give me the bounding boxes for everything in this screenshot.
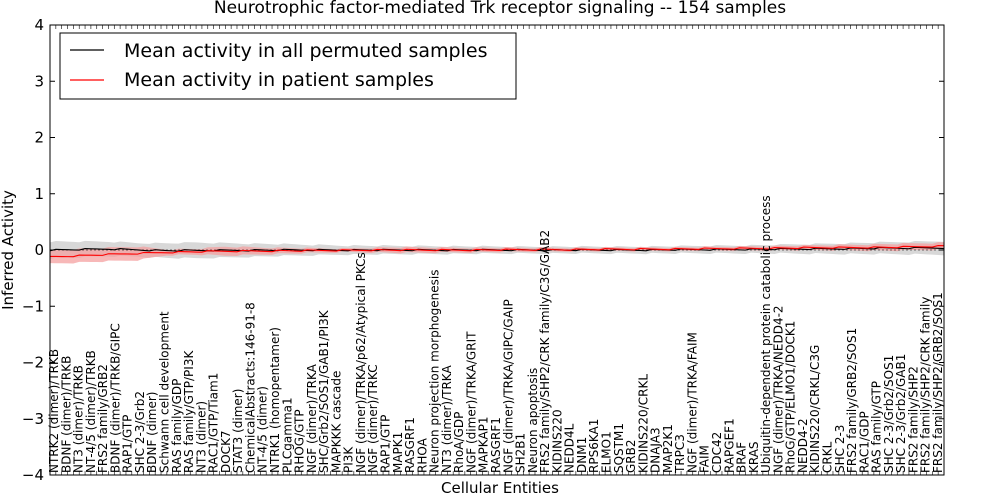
x-tick-label: DNM1 [575,437,589,473]
x-tick-label: RHOG/GTP [293,409,307,473]
legend: Mean activity in all permuted samples Me… [59,32,517,100]
x-tick-label: STAT3 (dimer) [231,389,245,473]
legend-label-patient: Mean activity in patient samples [124,69,434,91]
x-tick-label: NGF (dimer)/TRKA [305,363,319,473]
x-tick-label: Ubiquitin-dependent protein catabolic pr… [759,195,773,473]
x-tick-label: SHC 2-3 [833,425,847,473]
x-tick-label: PI3K [342,446,356,473]
y-tick-label: −2 [22,354,44,372]
plot-frame [49,24,945,476]
x-tick-label: NGF (dimer)/TRKC [366,364,380,473]
x-tick-label: PLCgamma1 [280,397,294,473]
y-tick-label: −1 [22,297,44,315]
x-tick-label: RhoG/GTP/ELMO1/DOCK1 [784,321,798,473]
x-tick-label: RAC1/GTP/Tiam1 [207,373,221,473]
x-tick-label: FRS2 family/SHP2 [906,366,920,473]
x-tick-label: FRS2 family/GRB2/SOS1 [845,328,859,473]
x-tick-label: RAS family/GTP/PI3K [182,350,196,473]
x-tick-label: NGF (dimer)/TRKA/GRIT [464,331,478,473]
x-tick-label: FRS2 family/SHP2/CRK family/C3G/GAB2 [538,230,552,473]
x-tick-label: NEDD4L [563,423,577,473]
y-tick-label: 2 [34,129,44,147]
x-tick-label: NTRK1 (homopentamer) [268,327,282,473]
x-tick-label: RhoA/GDP [452,412,466,473]
x-tick-label: RASGRF1 [403,417,417,473]
x-tick-label: BDNF (dimer)/TRKB/GIPC [108,323,122,473]
x-tick-label: RHOA [415,437,429,473]
x-tick-label: NGF (dimer)/TRKA/p62/Atypical PKCs [354,252,368,473]
x-tick-label: NGF (dimer)/TRKA/GIPC/GAIP [501,299,515,473]
x-tick-label: RAP1/GTP [379,415,393,473]
x-tick-label: SH2B1 [514,433,528,473]
x-tick-label: CDC42 [710,432,724,473]
x-tick-label: BRAF [735,442,749,473]
x-tick-label: ELMO1 [600,431,614,473]
x-tick-label: MAPK1 [391,432,405,473]
y-tick-label: 0 [34,241,44,259]
x-tick-label: CRKL [821,441,835,473]
x-tick-label: Schwann cell development [158,311,172,473]
x-tick-label: BDNF (dimer)/TRKB [59,356,73,473]
x-tick-label: SHC/Grb2/SOS1/GAB1/PI3K [317,309,331,473]
x-tick-label: RAS family/GTP [870,381,884,473]
x-tick-label: TRPC3 [673,434,687,474]
x-tick-label: FRS2 family/SHP2/CRK family [919,297,933,473]
x-tick-label: MAPKKK cascade [329,371,343,473]
x-tick-label: Neuron projection morphogenesis [428,270,442,474]
x-tick-label: GRB2 [624,439,638,473]
series-lines [49,245,945,258]
x-tick-label: FAIM [698,445,712,473]
x-tick-label: RASGRF1 [489,417,503,473]
x-tick-label: MAP2K1 [661,424,675,473]
x-tick-label: Neuron apoptosis [526,368,540,473]
series-line-patient [49,245,945,258]
x-tick-label: SHC 2-3/Grb2 [133,391,147,473]
x-tick-label: FRS2 family/SHP2/GRB2/SOS1 [931,292,945,473]
x-tick-label: KIDINS220 [550,409,564,473]
x-tick-label: BDNF (dimer) [145,392,159,474]
y-axis-ticks: 4 3 2 1 0 −1 −2 −3 −4 [22,16,945,484]
x-tick-label: ChemicalAbstracts:146-91-8 [243,302,257,473]
x-tick-label: RAPGEF1 [722,418,736,473]
x-tick-label: KIDINS220/CRKL/C3G [808,345,822,473]
y-tick-label: −3 [22,410,44,428]
legend-label-permuted: Mean activity in all permuted samples [124,40,487,62]
y-tick-label: 4 [34,16,44,34]
x-tick-label: NGF (dimer)/TRKA/NEDD4-2 [771,305,785,473]
x-tick-label: RAP1/GTP [121,415,135,473]
legend-box [59,32,517,100]
chart-title: Neurotrophic factor-mediated Trk recepto… [214,0,786,18]
band-patient [50,242,944,264]
x-tick-label: DNAJA3 [649,427,663,473]
y-tick-label: 3 [34,72,44,90]
x-tick-label: MAPKAP1 [477,416,491,473]
x-tick-label: SHC 2-3/Grb2/GAB1 [894,354,908,473]
y-axis-label: Inferred Activity [0,190,17,310]
x-tick-label: RAS family/GDP [170,379,184,473]
x-tick-label: RPS6KA1 [587,419,601,473]
x-tick-label: RAC1/GDP [857,411,871,473]
x-tick-label: SQSTM1 [612,423,626,473]
x-tick-label: KRAS [747,441,761,473]
x-tick-label: KIDINS220/CRKL [636,374,650,473]
x-tick-label: NT-4/5 (dimer) [256,386,270,473]
x-tick-label: SHC 2-3/Grb2/SOS1 [882,355,896,473]
y-tick-label: 1 [34,185,44,203]
x-tick-label: NGF (dimer)/TRKA/FAIM [685,332,699,473]
x-axis-label: Cellular Entities [441,479,559,497]
x-tick-label: NT-4/5 (dimer)/TRKB [84,350,98,473]
y-tick-label: −4 [22,466,44,484]
x-tick-label: NT3 (dimer) [194,401,208,473]
x-tick-label: NT3 (dimer)/TRKA [440,365,454,473]
x-tick-label: NEDD4-2 [796,418,810,473]
x-tick-label: DOCK7 [219,430,233,473]
x-tick-label: NT3 (dimer)/TRKB [72,365,86,473]
x-tick-label: FRS2 family/GRB2 [96,364,110,473]
